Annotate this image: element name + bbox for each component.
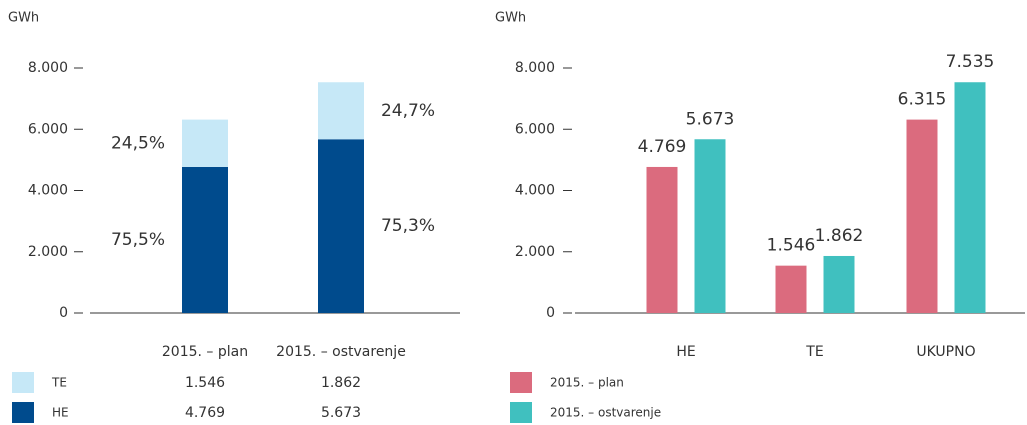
percent-label: 75,3% bbox=[381, 216, 435, 236]
percent-label: 75,5% bbox=[111, 230, 165, 250]
bar bbox=[954, 82, 986, 313]
bar bbox=[823, 255, 855, 313]
legend-label: 2015. – plan bbox=[550, 376, 624, 390]
y-axis-label: GWh bbox=[8, 11, 39, 26]
y-tick-label: 0 bbox=[59, 305, 68, 321]
y-tick-label: 0 bbox=[546, 305, 555, 321]
bar-segment bbox=[318, 139, 364, 313]
value-label: 7.535 bbox=[946, 52, 995, 72]
value-label: 1.546 bbox=[767, 236, 816, 256]
legend-swatch bbox=[510, 372, 532, 393]
bar bbox=[775, 265, 807, 313]
legend-swatch bbox=[510, 402, 532, 423]
x-tick-label: HE bbox=[676, 344, 695, 360]
y-tick-label: 2.000 bbox=[515, 244, 555, 260]
value-label: 4.769 bbox=[638, 137, 687, 157]
percent-label: 24,7% bbox=[381, 101, 435, 121]
y-tick-label: 8.000 bbox=[28, 60, 68, 76]
bar bbox=[906, 119, 938, 314]
table-value: 4.769 bbox=[185, 405, 225, 421]
table-value: 1.862 bbox=[321, 375, 361, 391]
y-tick-label: 4.000 bbox=[515, 183, 555, 199]
legend-swatch bbox=[12, 372, 34, 393]
legend-label: 2015. – ostvarenje bbox=[550, 406, 661, 420]
x-tick-label: TE bbox=[805, 344, 823, 360]
bar bbox=[694, 139, 726, 313]
x-tick-label: UKUPNO bbox=[916, 344, 975, 360]
legend-label: HE bbox=[52, 406, 69, 420]
percent-label: 24,5% bbox=[111, 133, 165, 153]
bar-segment bbox=[318, 82, 364, 140]
value-label: 1.862 bbox=[815, 226, 864, 246]
y-tick-label: 6.000 bbox=[515, 121, 555, 137]
x-tick-label: 2015. – plan bbox=[162, 344, 248, 360]
y-tick-label: 6.000 bbox=[28, 121, 68, 137]
value-label: 6.315 bbox=[898, 90, 947, 110]
bar-segment bbox=[182, 166, 228, 313]
y-tick-label: 2.000 bbox=[28, 244, 68, 260]
y-axis-label: GWh bbox=[495, 11, 526, 26]
value-label: 5.673 bbox=[686, 109, 735, 129]
table-value: 5.673 bbox=[321, 405, 361, 421]
bar bbox=[646, 166, 678, 313]
legend-swatch bbox=[12, 402, 34, 423]
legend-label: TE bbox=[51, 376, 67, 390]
y-tick-label: 8.000 bbox=[515, 60, 555, 76]
y-tick-label: 4.000 bbox=[28, 183, 68, 199]
x-tick-label: 2015. – ostvarenje bbox=[276, 344, 406, 360]
table-value: 1.546 bbox=[185, 375, 225, 391]
bar-segment bbox=[182, 119, 228, 167]
